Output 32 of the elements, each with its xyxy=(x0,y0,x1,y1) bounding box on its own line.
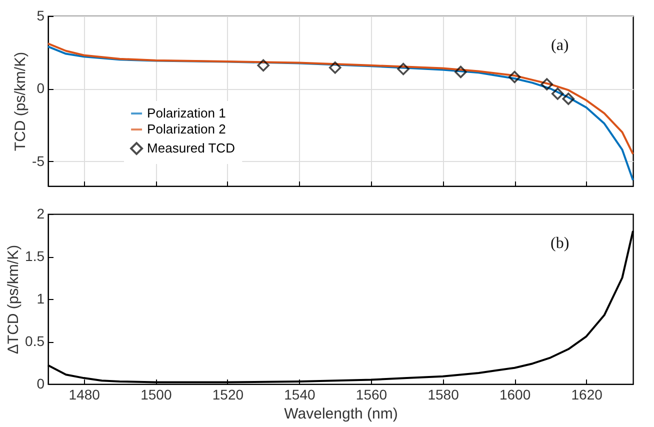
y-tick-label: 2 xyxy=(36,206,45,222)
point xyxy=(562,92,575,105)
point xyxy=(257,59,270,72)
x-tick-label: 1540 xyxy=(284,386,316,402)
y-tick-label: 5 xyxy=(36,8,45,24)
legend-label: Measured TCD xyxy=(147,140,235,156)
point xyxy=(454,66,467,78)
y-axis-title: ΔTCD (ps/km/K) xyxy=(5,244,22,354)
x-tick-label: 1520 xyxy=(212,386,244,402)
x-tick-label: 1560 xyxy=(356,386,388,402)
point xyxy=(540,78,554,90)
y-tick-label: 1.5 xyxy=(25,248,45,264)
y-axis-title: TCD (ps/km/K) xyxy=(12,52,30,152)
y-tick-label: 1 xyxy=(36,290,45,306)
point xyxy=(508,70,521,84)
x-tick-label: 1500 xyxy=(140,386,172,402)
y-tick-label: 0 xyxy=(36,376,45,392)
point xyxy=(328,61,342,74)
point xyxy=(397,62,410,76)
x-axis-title: Wavelength (nm) xyxy=(284,406,398,422)
y-tick-label: -5 xyxy=(32,152,45,169)
legend-label: Polarization 1 xyxy=(147,106,226,120)
x-tick-label: 1600 xyxy=(499,386,531,402)
y-tick-label: 0 xyxy=(36,80,45,96)
annotation: (a) xyxy=(550,36,569,54)
legend-label: Polarization 2 xyxy=(147,122,226,136)
y-tick-label: 0.5 xyxy=(25,333,45,349)
point xyxy=(551,88,564,100)
x-tick-label: 1620 xyxy=(571,386,603,402)
x-tick-label: 1580 xyxy=(428,386,460,402)
x-tick-label: 1480 xyxy=(68,386,100,402)
annotation: (b) xyxy=(550,234,570,252)
